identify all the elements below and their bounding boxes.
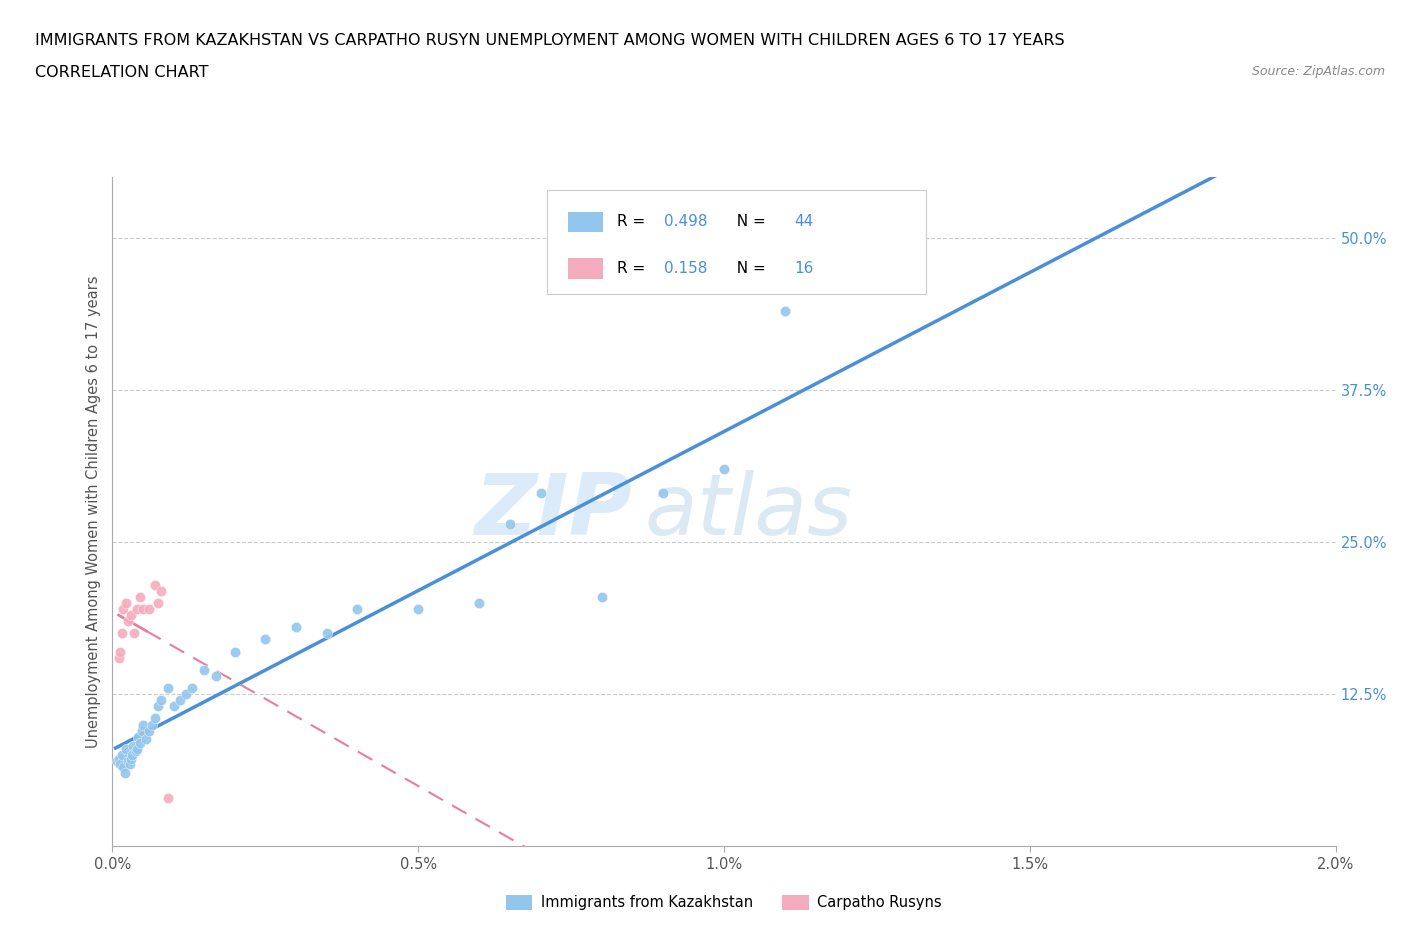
- Point: [114, 765, 136, 780]
- Text: 0.158: 0.158: [664, 261, 707, 276]
- Text: 0.498: 0.498: [664, 215, 707, 230]
- Point: [125, 744, 148, 759]
- Point: [205, 669, 228, 684]
- Point: [713, 461, 735, 476]
- Point: [121, 748, 143, 763]
- FancyBboxPatch shape: [568, 259, 603, 279]
- Text: N =: N =: [727, 215, 770, 230]
- Text: N =: N =: [727, 261, 770, 276]
- Point: [129, 590, 152, 604]
- Text: R =: R =: [617, 261, 651, 276]
- Text: 16: 16: [794, 261, 814, 276]
- Point: [315, 626, 337, 641]
- Point: [181, 681, 204, 696]
- Point: [122, 626, 145, 641]
- Text: Source: ZipAtlas.com: Source: ZipAtlas.com: [1251, 65, 1385, 78]
- Point: [138, 724, 160, 738]
- Point: [115, 741, 138, 756]
- Point: [156, 681, 179, 696]
- Point: [108, 756, 131, 771]
- Point: [129, 736, 152, 751]
- Point: [163, 698, 186, 713]
- Point: [107, 650, 129, 665]
- Point: [284, 619, 308, 634]
- Point: [169, 693, 191, 708]
- Point: [141, 717, 163, 732]
- Point: [156, 790, 179, 805]
- Point: [468, 595, 491, 610]
- Point: [117, 614, 139, 629]
- Point: [224, 644, 246, 659]
- Point: [346, 602, 368, 617]
- Point: [529, 485, 551, 500]
- Point: [408, 602, 430, 617]
- Text: atlas: atlas: [644, 470, 852, 553]
- Point: [150, 693, 173, 708]
- Point: [105, 753, 128, 768]
- Text: IMMIGRANTS FROM KAZAKHSTAN VS CARPATHO RUSYN UNEMPLOYMENT AMONG WOMEN WITH CHILD: IMMIGRANTS FROM KAZAKHSTAN VS CARPATHO R…: [35, 33, 1064, 47]
- Point: [132, 717, 155, 732]
- Y-axis label: Unemployment Among Women with Children Ages 6 to 17 years: Unemployment Among Women with Children A…: [86, 275, 101, 748]
- Point: [254, 631, 277, 646]
- Point: [111, 626, 134, 641]
- Point: [499, 516, 522, 531]
- Text: R =: R =: [617, 215, 651, 230]
- FancyBboxPatch shape: [547, 190, 927, 294]
- Point: [112, 760, 135, 775]
- Point: [135, 732, 157, 747]
- Point: [115, 595, 138, 610]
- Point: [111, 748, 134, 763]
- Point: [773, 303, 796, 318]
- Point: [193, 662, 215, 677]
- Point: [112, 602, 135, 617]
- Point: [148, 595, 170, 610]
- Point: [125, 602, 148, 617]
- Point: [652, 485, 675, 500]
- Point: [122, 739, 145, 754]
- Point: [118, 756, 141, 771]
- Text: ZIP: ZIP: [475, 470, 633, 553]
- Point: [174, 686, 197, 701]
- Point: [120, 751, 142, 766]
- Point: [148, 698, 170, 713]
- Text: CORRELATION CHART: CORRELATION CHART: [35, 65, 208, 80]
- Point: [125, 741, 148, 756]
- Point: [107, 751, 129, 766]
- Legend: Immigrants from Kazakhstan, Carpatho Rusyns: Immigrants from Kazakhstan, Carpatho Rus…: [501, 889, 948, 916]
- Point: [127, 729, 149, 744]
- Point: [131, 724, 153, 738]
- Point: [138, 602, 160, 617]
- Point: [117, 753, 139, 768]
- Point: [108, 644, 131, 659]
- Point: [143, 578, 166, 592]
- Point: [132, 602, 155, 617]
- Point: [120, 607, 142, 622]
- FancyBboxPatch shape: [568, 212, 603, 232]
- Point: [591, 590, 613, 604]
- Point: [150, 583, 173, 598]
- Point: [143, 711, 166, 726]
- Text: 44: 44: [794, 215, 814, 230]
